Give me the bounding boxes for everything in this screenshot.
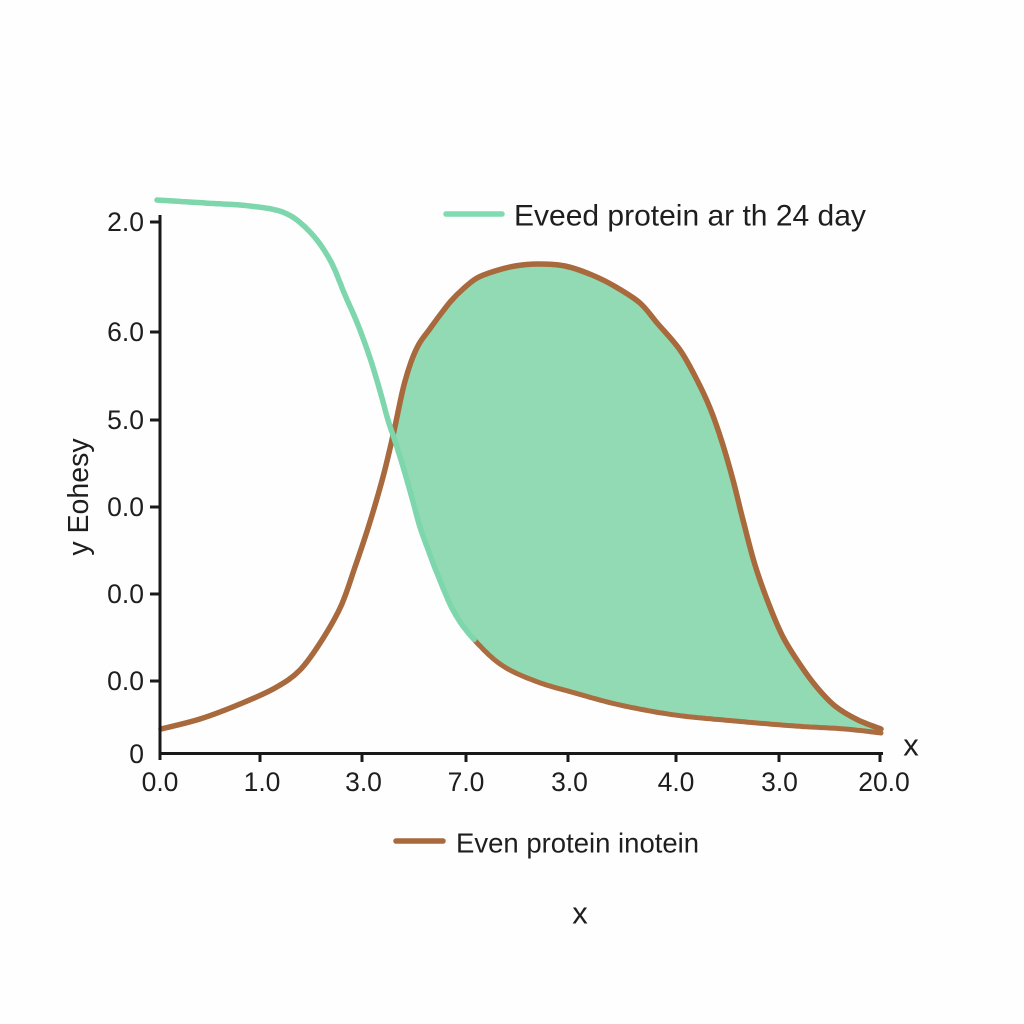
svg-text:20.0: 20.0 (858, 767, 910, 797)
svg-text:5.0: 5.0 (107, 405, 144, 435)
svg-text:x: x (903, 728, 919, 763)
svg-text:Even protein inotein: Even protein inotein (456, 828, 699, 859)
svg-text:1.0: 1.0 (244, 767, 281, 797)
svg-text:3.0: 3.0 (551, 767, 588, 797)
svg-text:6.0: 6.0 (107, 317, 144, 347)
svg-text:x: x (572, 896, 588, 931)
svg-text:4.0: 4.0 (658, 767, 695, 797)
svg-text:3.0: 3.0 (345, 767, 382, 797)
svg-text:0.0: 0.0 (107, 492, 144, 522)
svg-text:2.0: 2.0 (107, 207, 144, 237)
svg-text:0.0: 0.0 (107, 666, 144, 696)
svg-text:7.0: 7.0 (448, 767, 485, 797)
svg-text:y Eohesy: y Eohesy (63, 438, 95, 556)
svg-text:Eveed protein ar th 24 day: Eveed protein ar th 24 day (514, 200, 866, 233)
svg-text:0.0: 0.0 (142, 767, 179, 797)
svg-text:0: 0 (129, 739, 144, 769)
svg-text:0.0: 0.0 (107, 579, 144, 609)
svg-text:3.0: 3.0 (761, 767, 798, 797)
